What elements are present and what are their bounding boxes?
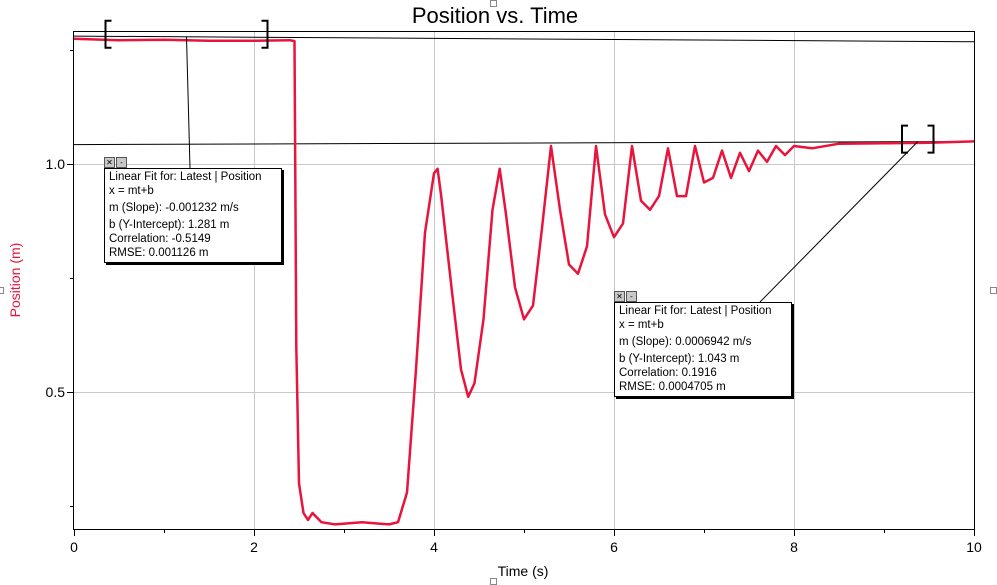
- linear-fit-annotation-2[interactable]: ✕ - Linear Fit for: Latest | Position x …: [614, 291, 792, 397]
- resize-handle-top[interactable]: [490, 0, 497, 7]
- plot-frame: [73, 31, 975, 530]
- close-icon[interactable]: ✕: [614, 291, 625, 302]
- x-tick-label: 2: [250, 539, 258, 555]
- fit-line: [73, 35, 975, 43]
- fit-range-bracket-left: [901, 124, 908, 154]
- resize-handle-right[interactable]: [990, 287, 997, 294]
- fit-range-bracket-right: [261, 19, 269, 49]
- minimize-icon[interactable]: -: [116, 157, 127, 168]
- annotation-leader-1: [186, 36, 191, 169]
- fit-slope: m (Slope): 0.0006942 m/s: [619, 336, 752, 348]
- linear-fit-annotation-1[interactable]: ✕ - Linear Fit for: Latest | Position x …: [104, 157, 282, 263]
- x-tick-label: 4: [430, 539, 438, 555]
- fit-rmse: RMSE: 0.0004705 m: [619, 381, 726, 393]
- fit-equation: x = mt+b: [619, 319, 664, 331]
- x-tick-label: 0: [70, 539, 78, 555]
- fit-range-brackets: [104, 19, 935, 154]
- x-tick-label: 8: [790, 539, 798, 555]
- fit-correlation: Correlation: -0.5149: [109, 233, 211, 245]
- fit-line: [73, 140, 975, 146]
- fit-range-bracket-left: [104, 19, 112, 49]
- position-series: [72, 37, 976, 526]
- x-tick-label: 6: [610, 539, 618, 555]
- fit-lines: [73, 35, 975, 146]
- fit-rmse: RMSE: 0.001126 m: [109, 247, 209, 259]
- fit-slope: m (Slope): -0.001232 m/s: [109, 202, 239, 214]
- y-axis-label: Position (m): [7, 243, 23, 318]
- fit-equation: x = mt+b: [109, 185, 154, 197]
- close-icon[interactable]: ✕: [104, 157, 115, 168]
- minimize-icon[interactable]: -: [626, 291, 637, 302]
- resize-handle-left[interactable]: [0, 287, 4, 294]
- grid-lines: [74, 32, 974, 529]
- fit-range-bracket-right: [927, 124, 935, 154]
- fit-title: Linear Fit for: Latest | Position: [619, 305, 772, 317]
- axis-ticks: 0 2 4 6 8 10 0.5 1.0: [46, 50, 982, 555]
- annotation-leader-2: [759, 141, 919, 303]
- fit-title: Linear Fit for: Latest | Position: [109, 171, 262, 183]
- fit-intercept: b (Y-Intercept): 1.043 m: [619, 353, 740, 365]
- fit-correlation: Correlation: 0.1916: [619, 367, 717, 379]
- y-tick-label: 1.0: [46, 156, 66, 172]
- fit-intercept: b (Y-Intercept): 1.281 m: [109, 219, 230, 231]
- position-line: [72, 37, 976, 526]
- annotation-leaders: [186, 36, 919, 303]
- x-axis-label: Time (s): [498, 563, 549, 579]
- chart-title: Position vs. Time: [412, 3, 578, 28]
- y-tick-label: 0.5: [46, 384, 66, 400]
- x-tick-label: 10: [966, 539, 982, 555]
